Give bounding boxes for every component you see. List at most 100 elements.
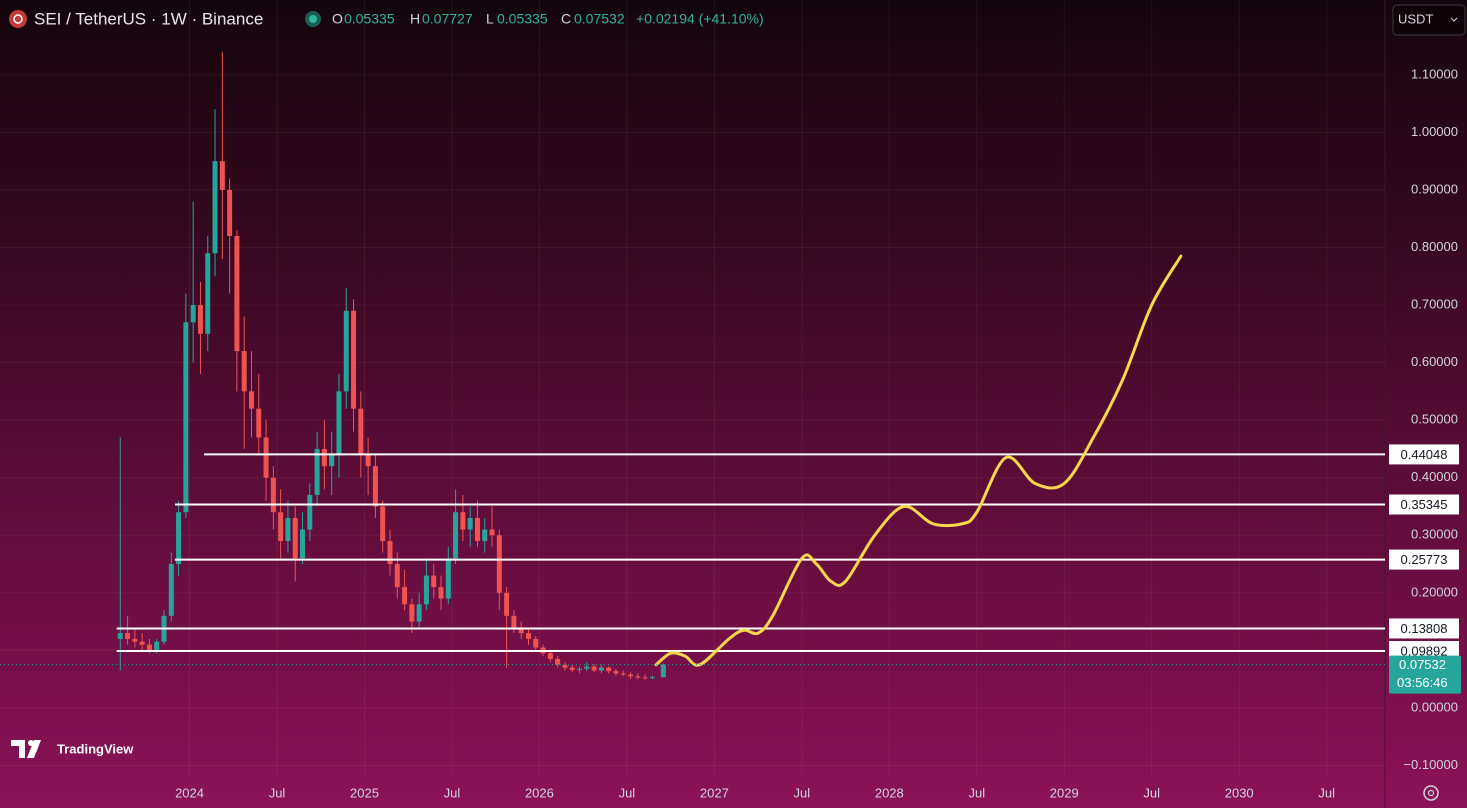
candle-body bbox=[285, 518, 291, 542]
candle-body bbox=[234, 235, 240, 352]
settings-button[interactable] bbox=[1423, 785, 1439, 801]
candle-body bbox=[270, 477, 276, 513]
x-tick-label: 2026 bbox=[525, 785, 554, 800]
candle-body bbox=[598, 667, 604, 671]
x-tick-label: Jul bbox=[968, 785, 985, 800]
level-label-box bbox=[1389, 549, 1459, 570]
candle-body bbox=[635, 676, 641, 678]
ohlc-label: O bbox=[332, 11, 343, 27]
candle-body bbox=[139, 641, 145, 645]
candle-body bbox=[460, 512, 466, 530]
x-tick-label: 2029 bbox=[1050, 785, 1079, 800]
level-label: 0.44048 bbox=[1401, 447, 1448, 462]
candle-body bbox=[474, 518, 480, 542]
level-label: 0.25773 bbox=[1401, 552, 1448, 567]
candle-body bbox=[351, 310, 357, 409]
y-tick-label: −0.10000 bbox=[1403, 757, 1458, 772]
bar-countdown: 03:56:46 bbox=[1397, 675, 1448, 690]
candle-body bbox=[628, 674, 634, 677]
x-tick-label: 2025 bbox=[350, 785, 379, 800]
x-tick-label: 2027 bbox=[700, 785, 729, 800]
y-tick-label: 0.50000 bbox=[1411, 412, 1458, 427]
candle-body bbox=[569, 667, 575, 670]
level-label: 0.13808 bbox=[1401, 621, 1448, 636]
last-price-label: 0.07532 bbox=[1399, 657, 1446, 672]
currency-label: USDT bbox=[1398, 11, 1433, 26]
projection-line bbox=[654, 254, 1183, 667]
candle-body bbox=[562, 664, 568, 668]
candle-body bbox=[409, 604, 415, 622]
last-price-box bbox=[1389, 655, 1461, 694]
x-tick-label: Jul bbox=[444, 785, 461, 800]
level-label-box bbox=[1389, 444, 1459, 465]
candle-body bbox=[190, 305, 196, 323]
candle-body bbox=[278, 512, 284, 542]
candle-body bbox=[125, 633, 131, 639]
plot bbox=[0, 51, 1385, 680]
candle-body bbox=[343, 310, 349, 392]
candle-body bbox=[577, 668, 583, 670]
y-tick-label: 1.10000 bbox=[1411, 66, 1458, 81]
candle-body bbox=[248, 391, 254, 409]
candle-body bbox=[423, 575, 429, 605]
ohlc-label: C bbox=[561, 11, 571, 27]
settings-icon bbox=[1427, 789, 1435, 797]
y-tick-label: 0.90000 bbox=[1411, 181, 1458, 196]
x-tick-label: Jul bbox=[1318, 785, 1335, 800]
symbol-logo-inner bbox=[13, 14, 23, 24]
candle-body bbox=[547, 653, 553, 660]
candle-body bbox=[314, 448, 320, 495]
candle-body bbox=[205, 253, 211, 334]
x-tick-label: Jul bbox=[269, 785, 286, 800]
market-status-dot bbox=[309, 15, 317, 23]
y-tick-label: 0.30000 bbox=[1411, 527, 1458, 542]
candle-body bbox=[365, 454, 371, 467]
candle-body bbox=[660, 664, 666, 678]
y-tick-label: 0.60000 bbox=[1411, 354, 1458, 369]
brand-name: TradingView bbox=[57, 741, 134, 756]
candle-body bbox=[496, 535, 502, 593]
candle-body bbox=[402, 587, 408, 605]
level-label: 0.09892 bbox=[1401, 643, 1448, 658]
candle-body bbox=[329, 454, 335, 467]
candle-body bbox=[606, 667, 612, 672]
candle-body bbox=[117, 633, 123, 639]
symbol-logo bbox=[9, 10, 27, 28]
candle-body bbox=[292, 518, 298, 559]
x-tick-label: Jul bbox=[794, 785, 811, 800]
dropdown-caret bbox=[1450, 17, 1458, 22]
x-tick-label: 2024 bbox=[175, 785, 204, 800]
candle-body bbox=[300, 529, 306, 559]
candle-body bbox=[591, 666, 597, 671]
ohlc-change: +0.02194 (+41.10%) bbox=[636, 11, 764, 27]
level-label-box bbox=[1389, 494, 1459, 515]
currency-button[interactable] bbox=[1392, 4, 1466, 36]
y-tick-label: 0.00000 bbox=[1411, 699, 1458, 714]
candle-body bbox=[154, 641, 160, 651]
candle-body bbox=[263, 437, 269, 478]
candle-body bbox=[555, 659, 561, 665]
candle-body bbox=[227, 189, 233, 236]
candle-body bbox=[183, 322, 189, 513]
candle-body bbox=[336, 391, 342, 455]
candle-body bbox=[533, 638, 539, 648]
chart-title[interactable]: SEI / TetherUS · 1W · Binance bbox=[34, 9, 263, 28]
candle-body bbox=[380, 506, 386, 542]
candle-body bbox=[321, 448, 327, 467]
candle-body bbox=[431, 575, 437, 588]
ohlc-close: 0.07532 bbox=[574, 11, 625, 27]
brand-logo-dot bbox=[28, 740, 34, 746]
candle-body bbox=[438, 587, 444, 599]
candle-body bbox=[504, 592, 510, 616]
candle-body bbox=[394, 564, 400, 588]
ohlc-low: 0.05335 bbox=[497, 11, 548, 27]
candle-body bbox=[219, 161, 225, 190]
candle-body bbox=[307, 494, 313, 530]
candle-body bbox=[372, 466, 378, 507]
candle-body bbox=[445, 558, 451, 599]
candle-body bbox=[132, 638, 138, 642]
ohlc-open: 0.05335 bbox=[344, 11, 395, 27]
candle-body bbox=[482, 529, 488, 542]
